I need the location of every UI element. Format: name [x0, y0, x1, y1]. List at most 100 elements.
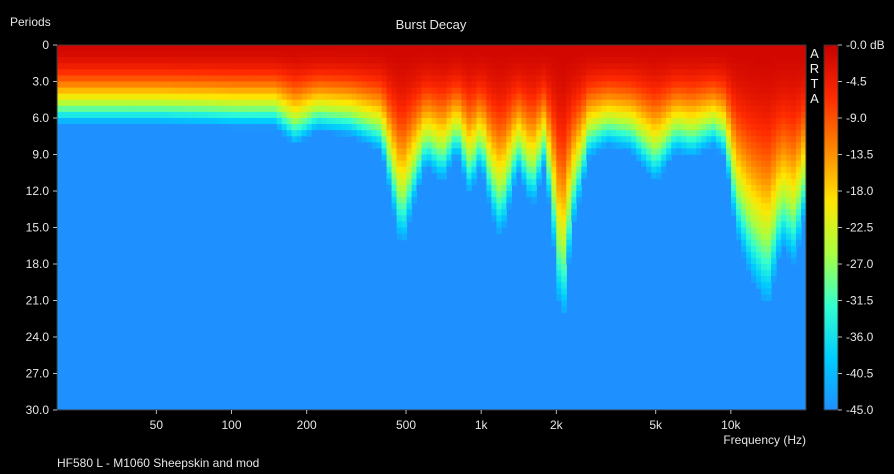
- heatmap-cell: [556, 81, 562, 89]
- heatmap-cell: [776, 209, 782, 216]
- heatmap-cell: [91, 118, 98, 125]
- heatmap-cell: [661, 154, 667, 162]
- heatmap-cell: [331, 45, 338, 52]
- heatmap-cell: [531, 166, 537, 174]
- heatmap-cell: [561, 142, 567, 150]
- heatmap-cell: [57, 81, 63, 89]
- heatmap-cell: [631, 148, 637, 156]
- heatmap-cell: [701, 118, 707, 125]
- heatmap-cell: [746, 51, 752, 58]
- heatmap-cell: [796, 45, 802, 52]
- heatmap-cell: [276, 51, 283, 58]
- heatmap-cell: [176, 63, 183, 70]
- heatmap-cell: [661, 75, 667, 83]
- heatmap-cell: [751, 142, 757, 150]
- heatmap-cell: [571, 203, 577, 210]
- heatmap-cell: [676, 136, 682, 143]
- heatmap-cell: [286, 69, 293, 77]
- heatmap-cell: [526, 57, 532, 64]
- heatmap-cell: [316, 99, 323, 107]
- heatmap-cell: [626, 81, 632, 89]
- heatmap-cell: [531, 57, 537, 64]
- heatmap-cell: [551, 154, 557, 162]
- heatmap-cell: [246, 45, 253, 52]
- heatmap-cell: [196, 124, 203, 131]
- heatmap-cell: [226, 51, 233, 58]
- heatmap-cell: [501, 57, 507, 64]
- heatmap-cell: [671, 75, 677, 83]
- heatmap-cell: [721, 99, 727, 107]
- heatmap-cell: [96, 124, 103, 131]
- heatmap-cell: [441, 93, 448, 101]
- heatmap-cell: [406, 57, 413, 64]
- heatmap-cell: [726, 148, 732, 156]
- heatmap-cell: [101, 99, 108, 107]
- heatmap-cell: [511, 51, 517, 58]
- heatmap-cell: [656, 142, 662, 150]
- heatmap-cell: [651, 51, 657, 58]
- heatmap-cell: [446, 45, 453, 52]
- heatmap-cell: [356, 75, 363, 83]
- heatmap-cell: [571, 172, 577, 180]
- heatmap-cell: [786, 130, 792, 137]
- heatmap-cell: [281, 124, 288, 131]
- heatmap-cell: [486, 154, 493, 162]
- heatmap-cell: [771, 264, 777, 271]
- heatmap-cell: [656, 93, 662, 101]
- heatmap-cell: [226, 93, 233, 101]
- heatmap-cell: [371, 99, 378, 107]
- heatmap-cell: [566, 178, 572, 186]
- heatmap-cell: [746, 191, 752, 198]
- heatmap-cell: [436, 51, 443, 58]
- heatmap-cell: [716, 93, 722, 101]
- heatmap-cell: [516, 142, 522, 150]
- heatmap-cell: [671, 111, 677, 119]
- heatmap-cell: [586, 118, 592, 125]
- heatmap-cell: [736, 191, 742, 198]
- heatmap-cell: [756, 136, 762, 143]
- heatmap-cell: [521, 81, 527, 89]
- heatmap-cell: [621, 75, 627, 83]
- heatmap-cell: [741, 111, 747, 119]
- heatmap-cell: [236, 57, 243, 64]
- heatmap-cell: [291, 69, 298, 77]
- heatmap-cell: [606, 130, 612, 137]
- heatmap-cell: [731, 178, 737, 186]
- heatmap-cell: [416, 105, 423, 113]
- heatmap-cell: [81, 81, 88, 89]
- heatmap-cell: [271, 93, 278, 101]
- heatmap-cell: [101, 118, 108, 125]
- heatmap-cell: [426, 69, 433, 77]
- heatmap-cell: [501, 136, 507, 143]
- heatmap-cell: [261, 51, 268, 58]
- heatmap-cell: [81, 124, 88, 131]
- heatmap-cell: [701, 105, 707, 113]
- heatmap-cell: [276, 63, 283, 70]
- heatmap-cell: [471, 124, 478, 131]
- heatmap-cell: [121, 87, 128, 95]
- heatmap-cell: [561, 209, 567, 216]
- heatmap-cell: [546, 136, 552, 143]
- heatmap-cell: [761, 270, 767, 277]
- heatmap-cell: [781, 142, 787, 150]
- heatmap-cell: [291, 105, 298, 113]
- heatmap-cell: [486, 105, 493, 113]
- heatmap-cell: [156, 124, 163, 131]
- heatmap-cell: [681, 118, 687, 125]
- heatmap-cell: [531, 111, 537, 119]
- y-axis-label: Periods: [10, 15, 51, 29]
- heatmap-cell: [696, 148, 702, 156]
- heatmap-cell: [411, 81, 418, 89]
- heatmap-cell: [531, 69, 537, 77]
- heatmap-cell: [461, 154, 468, 162]
- heatmap-cell: [681, 99, 687, 107]
- heatmap-cell: [461, 75, 468, 83]
- heatmap-cell: [701, 87, 707, 95]
- heatmap-cell: [551, 87, 557, 95]
- heatmap-cell: [336, 118, 343, 125]
- heatmap-cell: [461, 51, 468, 58]
- heatmap-cell: [501, 209, 507, 216]
- heatmap-cell: [286, 130, 293, 137]
- heatmap-cell: [751, 257, 757, 265]
- heatmap-cell: [801, 160, 806, 168]
